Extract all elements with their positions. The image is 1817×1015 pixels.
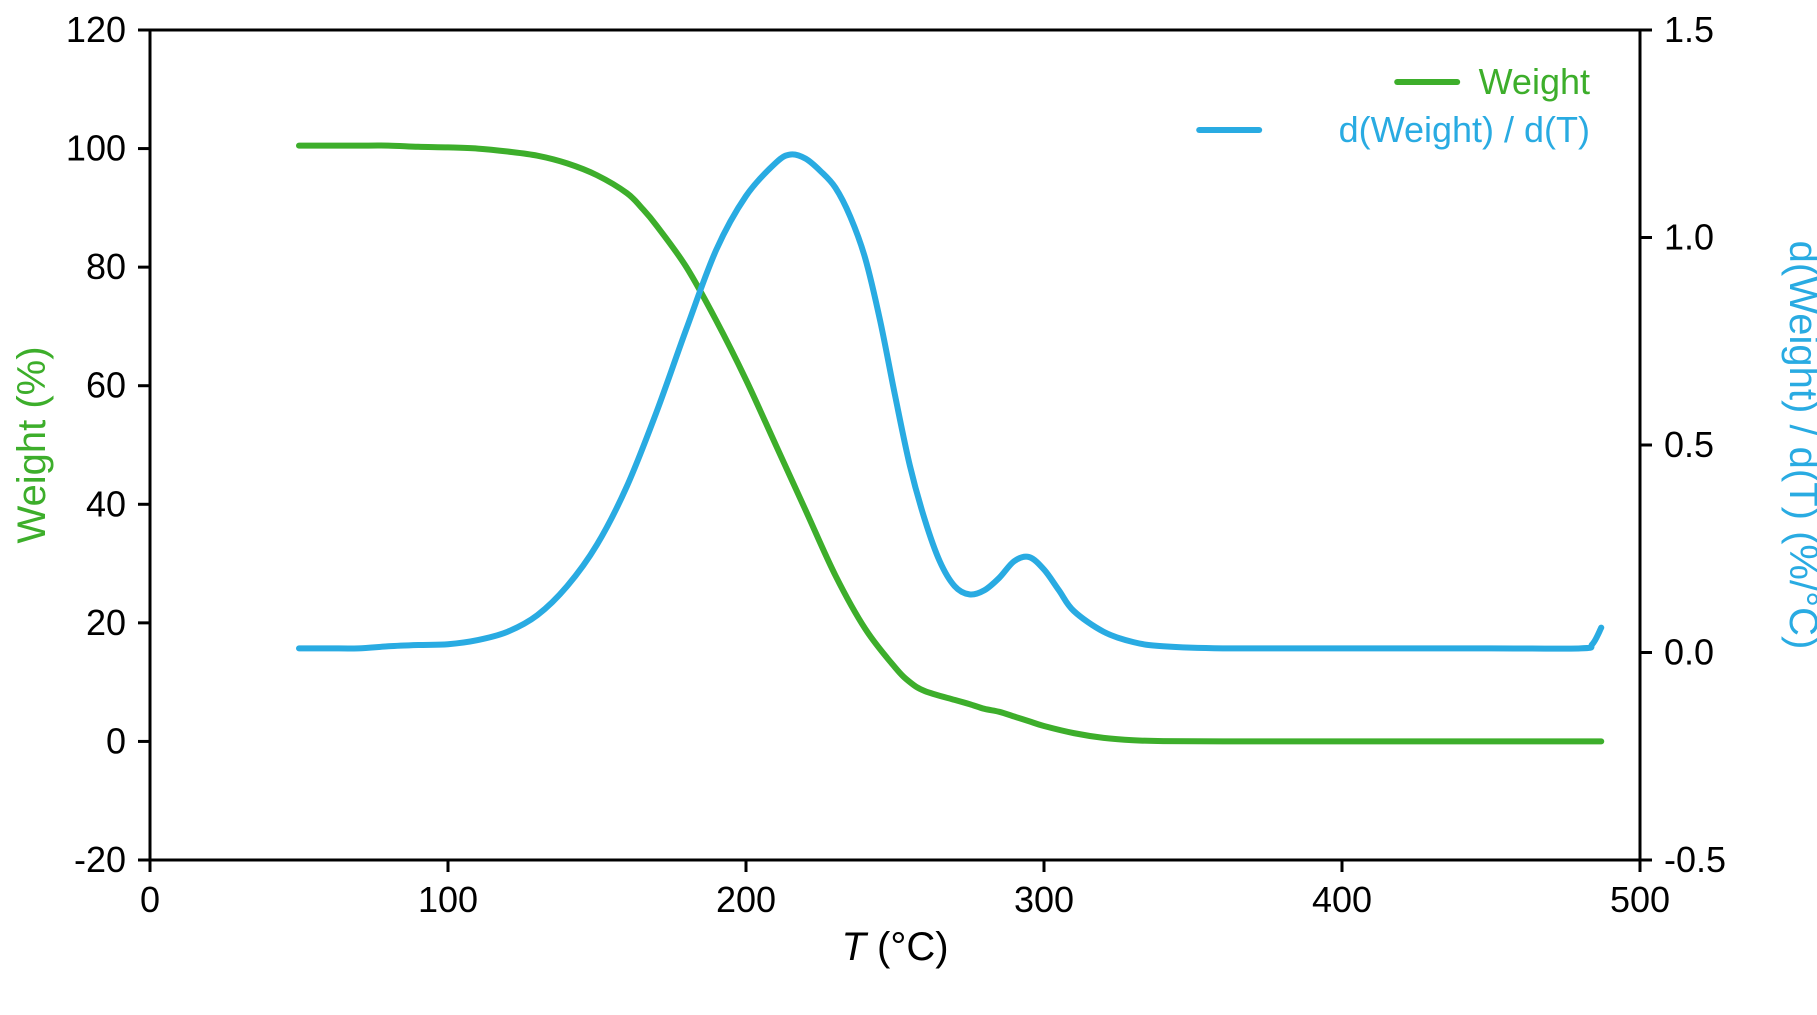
- chart-container: 0 100 200 300 400 500 -20 0 20 40 60 80 100 120 -0.5 0.…: [0, 0, 1817, 1015]
- svg-text:-20: -20: [74, 839, 126, 880]
- svg-text:100: 100: [66, 128, 126, 169]
- svg-text:80: 80: [86, 246, 126, 287]
- tga-chart: 0 100 200 300 400 500 -20 0 20 40 60 80 100 120 -0.5 0.…: [0, 0, 1817, 1015]
- svg-text:500: 500: [1610, 879, 1670, 920]
- svg-text:-0.5: -0.5: [1664, 839, 1726, 880]
- svg-text:0.5: 0.5: [1664, 424, 1714, 465]
- svg-text:40: 40: [86, 483, 126, 524]
- svg-text:60: 60: [86, 365, 126, 406]
- svg-text:100: 100: [418, 879, 478, 920]
- legend-label-0: Weight: [1479, 61, 1590, 102]
- svg-text:0: 0: [106, 720, 126, 761]
- svg-text:400: 400: [1312, 879, 1372, 920]
- svg-text:1.5: 1.5: [1664, 9, 1714, 50]
- legend-label-1: d(Weight) / d(T): [1339, 109, 1590, 150]
- x-axis-label: T (°C): [841, 925, 948, 969]
- svg-text:300: 300: [1014, 879, 1074, 920]
- y-right-axis-label: d(Weight) / d(T) (%/°C): [1781, 241, 1817, 650]
- svg-text:1.0: 1.0: [1664, 217, 1714, 258]
- svg-text:0: 0: [140, 879, 160, 920]
- svg-text:200: 200: [716, 879, 776, 920]
- y-left-axis-label: Weight (%): [10, 346, 54, 543]
- svg-text:20: 20: [86, 602, 126, 643]
- svg-text:120: 120: [66, 9, 126, 50]
- svg-text:0.0: 0.0: [1664, 632, 1714, 673]
